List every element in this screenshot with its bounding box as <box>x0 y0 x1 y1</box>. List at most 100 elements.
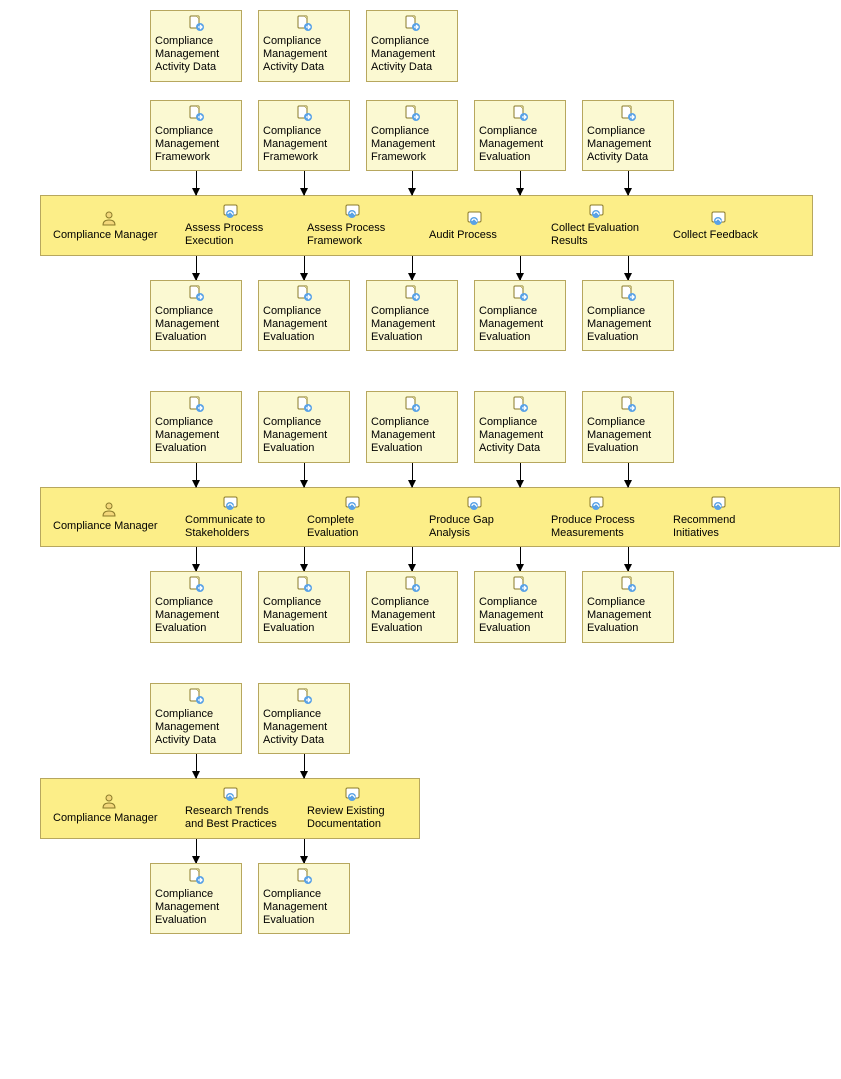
output-node: Compliance Management Evaluation <box>150 280 242 352</box>
input-label: Compliance Management Activity Data <box>263 708 345 748</box>
activity-node: Complete Evaluation <box>307 494 399 540</box>
activity-label: Communicate to Stakeholders <box>185 514 277 540</box>
activity-bar: Compliance Manager Communicate to Stakeh… <box>40 487 840 547</box>
output-label: Compliance Management Evaluation <box>479 305 561 345</box>
activity-node: Assess Process Framework <box>307 202 399 248</box>
document-icon <box>187 15 205 33</box>
document-icon <box>295 285 313 303</box>
document-icon <box>511 396 529 414</box>
output-label: Compliance Management Evaluation <box>155 596 237 636</box>
role-cell: Compliance Manager <box>47 209 171 242</box>
activity-icon <box>466 209 484 227</box>
role-cell: Compliance Manager <box>47 792 171 825</box>
input-row: Compliance Management Evaluation Complia… <box>10 391 841 487</box>
document-icon <box>403 396 421 414</box>
input-label: Compliance Management Activity Data <box>263 35 345 75</box>
input-node: Compliance Management Activity Data <box>258 10 350 82</box>
arrow <box>196 839 197 863</box>
input-label: Compliance Management Activity Data <box>155 35 237 75</box>
output-label: Compliance Management Evaluation <box>479 596 561 636</box>
input-node: Compliance Management Evaluation <box>258 391 350 463</box>
output-node: Compliance Management Evaluation <box>474 280 566 352</box>
output-label: Compliance Management Evaluation <box>155 305 237 345</box>
input-node: Compliance Management Evaluation <box>366 391 458 463</box>
input-node: Compliance Management Activity Data <box>150 10 242 82</box>
input-label: Compliance Management Activity Data <box>479 416 561 456</box>
arrow <box>520 256 521 280</box>
activity-label: Research Trends and Best Practices <box>185 805 277 831</box>
output-label: Compliance Management Evaluation <box>587 596 669 636</box>
activity-node: Research Trends and Best Practices <box>185 785 277 831</box>
arrow <box>412 256 413 280</box>
document-icon <box>511 105 529 123</box>
section-2: Compliance Management Activity Data Comp… <box>10 683 841 935</box>
activity-label: Produce Gap Analysis <box>429 514 521 540</box>
activity-icon <box>344 202 362 220</box>
role-label: Compliance Manager <box>53 229 158 242</box>
output-label: Compliance Management Evaluation <box>263 305 345 345</box>
arrow <box>196 547 197 571</box>
activity-icon <box>588 202 606 220</box>
document-icon <box>619 396 637 414</box>
role-label: Compliance Manager <box>53 812 158 825</box>
output-node: Compliance Management Evaluation <box>150 571 242 643</box>
activity-label: Produce Process Measurements <box>551 514 643 540</box>
section-1: Compliance Management Evaluation Complia… <box>10 391 841 643</box>
activity-node: Produce Gap Analysis <box>429 494 521 540</box>
arrow <box>628 256 629 280</box>
document-icon <box>619 285 637 303</box>
activity-icon <box>222 202 240 220</box>
output-label: Compliance Management Evaluation <box>263 596 345 636</box>
activity-bar: Compliance Manager Research Trends and B… <box>40 778 420 838</box>
document-icon <box>295 576 313 594</box>
activity-node: Review Existing Documentation <box>307 785 399 831</box>
input-label: Compliance Management Evaluation <box>371 416 453 456</box>
document-icon <box>403 105 421 123</box>
section-0: Compliance Management Activity Data Comp… <box>10 10 841 351</box>
input-node: Compliance Management Framework <box>150 100 242 172</box>
arrow <box>196 256 197 280</box>
output-node: Compliance Management Evaluation <box>150 863 242 935</box>
activity-label: Recommend Initiatives <box>673 514 765 540</box>
input-node: Compliance Management Activity Data <box>474 391 566 463</box>
input-label: Compliance Management Evaluation <box>587 416 669 456</box>
document-icon <box>187 868 205 886</box>
input-node: Compliance Management Evaluation <box>150 391 242 463</box>
activity-label: Assess Process Framework <box>307 222 399 248</box>
arrow <box>196 463 197 487</box>
arrow <box>628 547 629 571</box>
output-node: Compliance Management Evaluation <box>582 280 674 352</box>
activity-node: Audit Process <box>429 209 521 242</box>
activity-icon <box>222 785 240 803</box>
input-label: Compliance Management Activity Data <box>155 708 237 748</box>
arrow <box>628 171 629 195</box>
activity-icon <box>710 209 728 227</box>
output-label: Compliance Management Evaluation <box>587 305 669 345</box>
output-node: Compliance Management Evaluation <box>258 571 350 643</box>
output-row: Compliance Management Evaluation Complia… <box>10 547 841 643</box>
input-label: Compliance Management Evaluation <box>263 416 345 456</box>
document-icon <box>187 688 205 706</box>
input-label: Compliance Management Evaluation <box>479 125 561 165</box>
activity-label: Collect Evaluation Results <box>551 222 643 248</box>
role-label: Compliance Manager <box>53 520 158 533</box>
activity-icon <box>710 494 728 512</box>
document-icon <box>295 396 313 414</box>
input-label: Compliance Management Activity Data <box>371 35 453 75</box>
arrow <box>628 463 629 487</box>
output-node: Compliance Management Evaluation <box>366 571 458 643</box>
role-icon <box>100 792 118 810</box>
document-icon <box>295 688 313 706</box>
input-label: Compliance Management Framework <box>263 125 345 165</box>
arrow <box>520 547 521 571</box>
arrow <box>304 171 305 195</box>
arrow <box>520 463 521 487</box>
activity-label: Collect Feedback <box>673 229 758 242</box>
input-label: Compliance Management Evaluation <box>155 416 237 456</box>
output-label: Compliance Management Evaluation <box>371 305 453 345</box>
input-node: Compliance Management Activity Data <box>366 10 458 82</box>
input-label: Compliance Management Framework <box>371 125 453 165</box>
output-row: Compliance Management Evaluation Complia… <box>10 256 841 352</box>
input-label: Compliance Management Activity Data <box>587 125 669 165</box>
role-icon <box>100 209 118 227</box>
